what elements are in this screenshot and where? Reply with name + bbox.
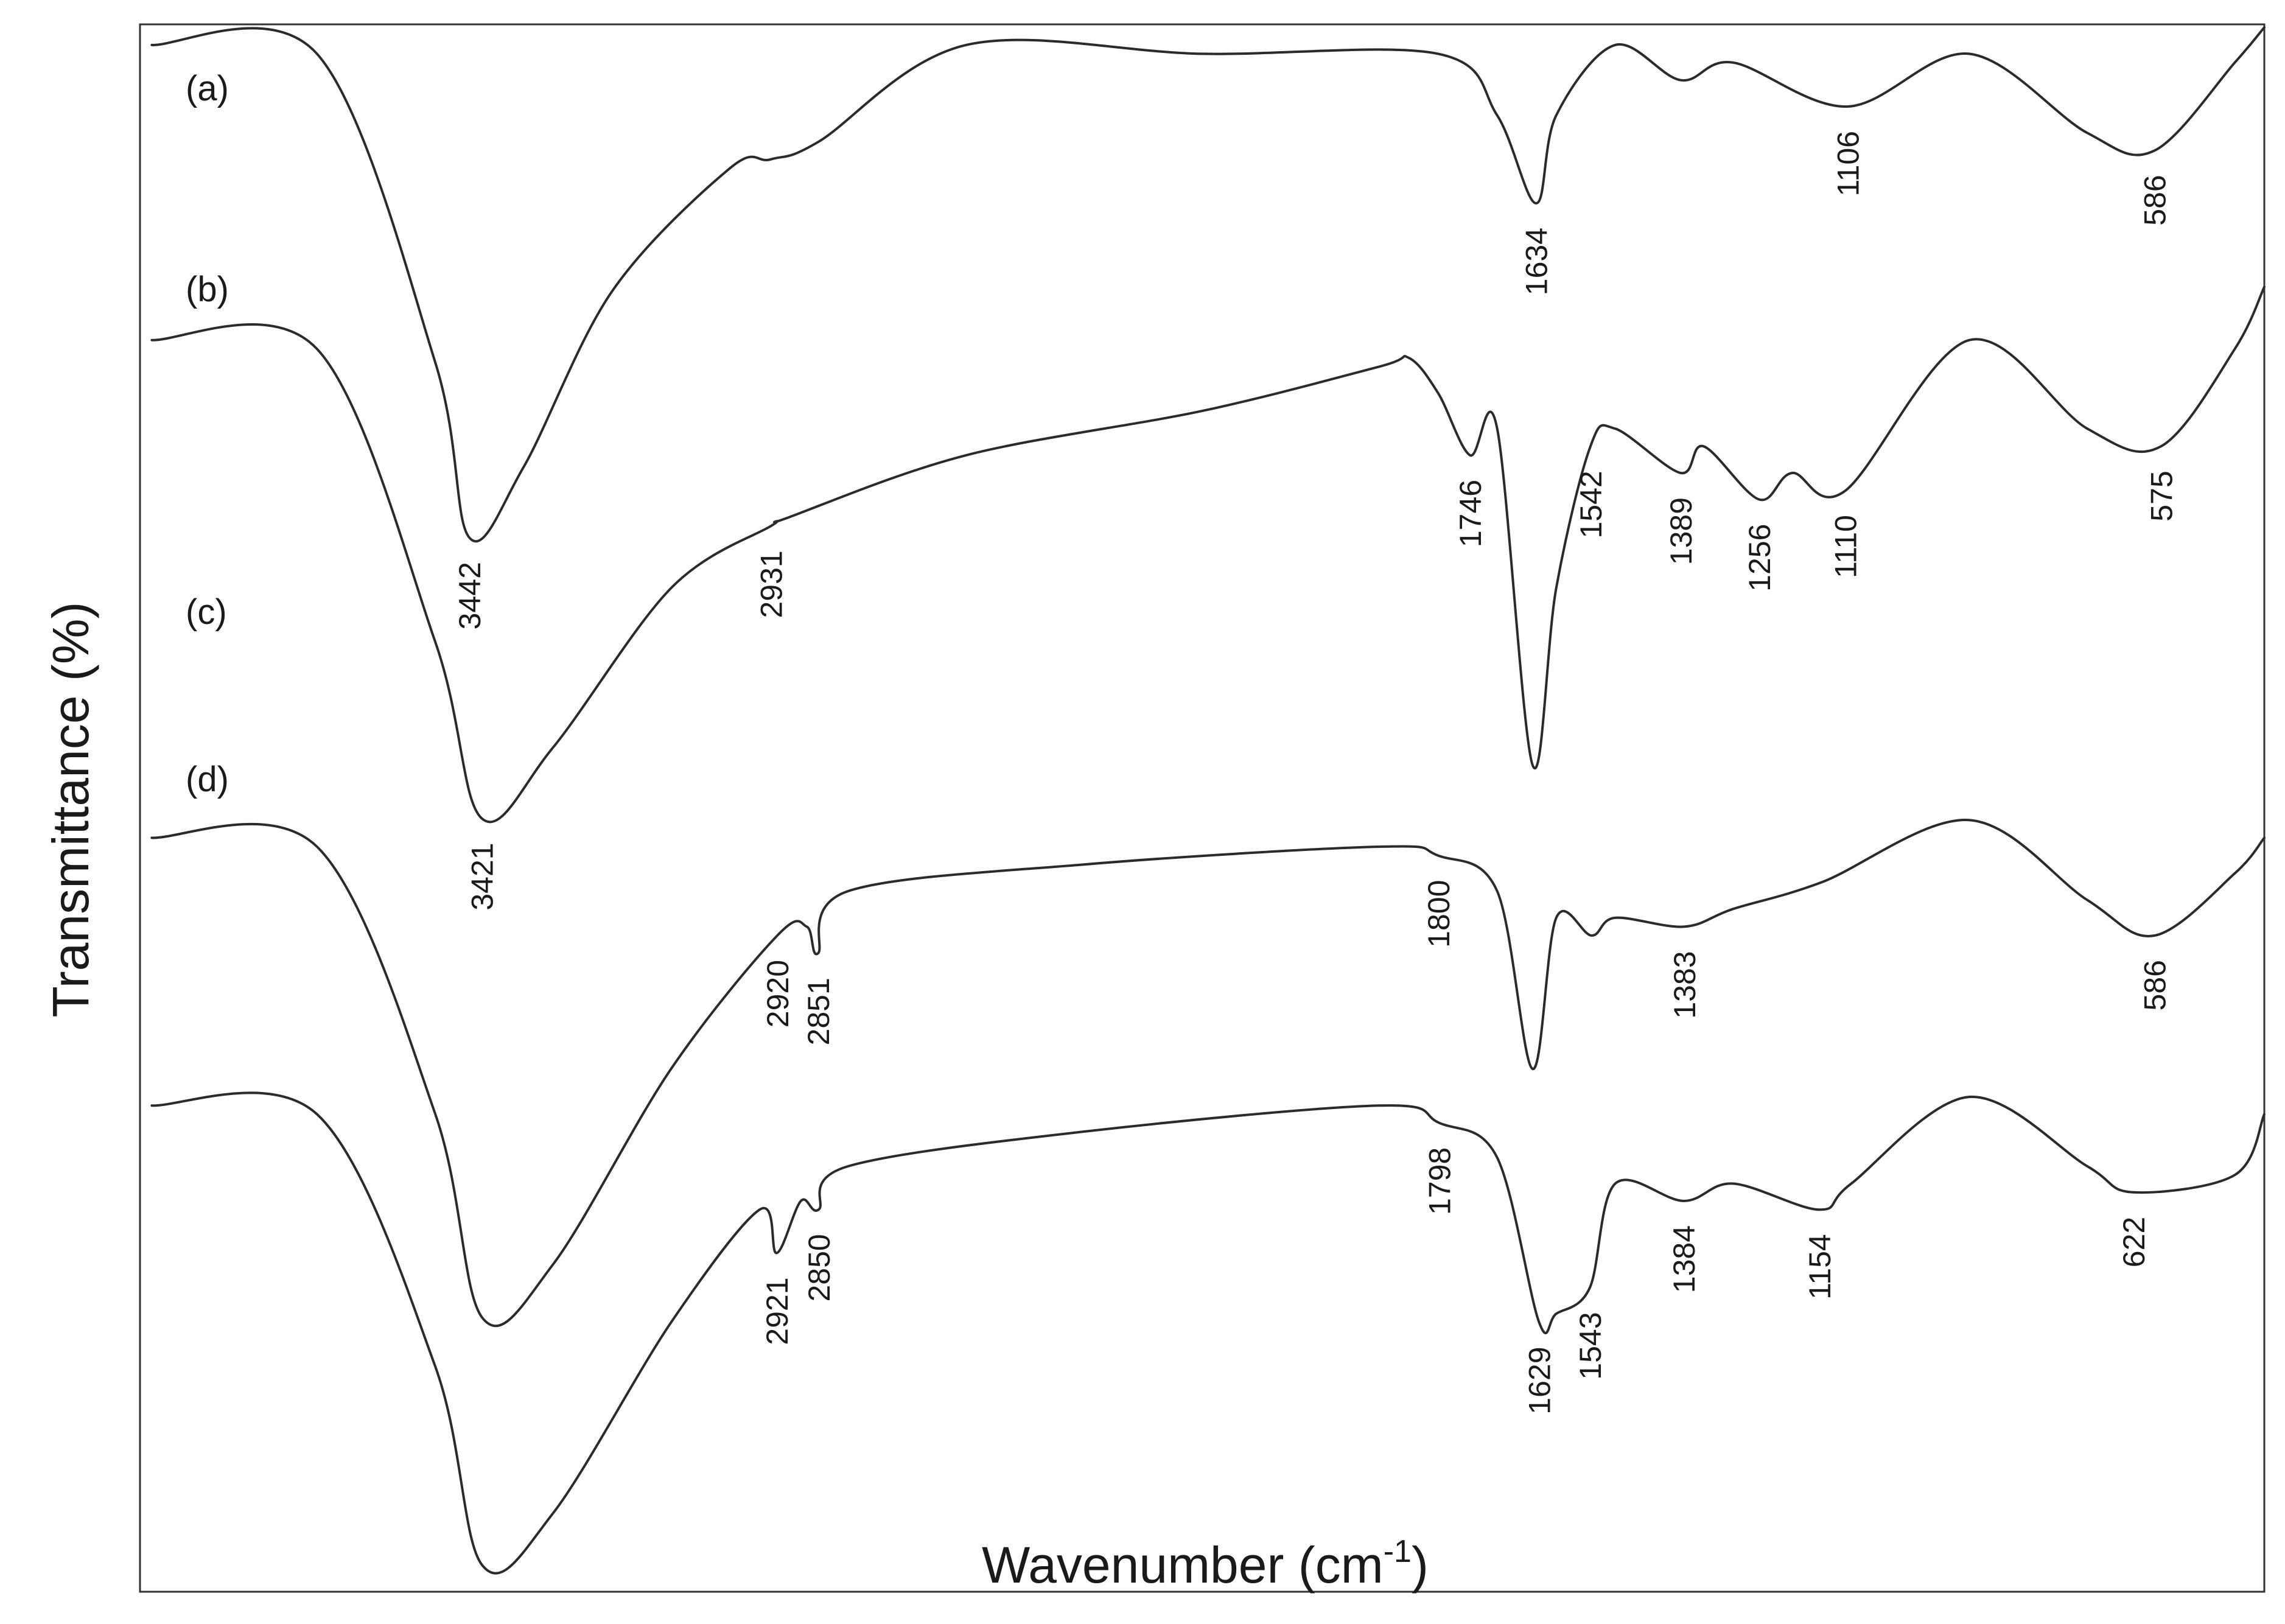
peak-label: 1384: [1667, 1225, 1701, 1293]
peak-label: 1800: [1422, 880, 1456, 948]
peak-label: 1106: [1832, 131, 1866, 197]
series-label-c: (c): [186, 592, 227, 632]
series-label-d: (d): [186, 760, 229, 799]
peak-label: 3421: [465, 842, 499, 910]
peak-annotations: 3442 1634 1106 586 3421 2931 1746 1542 1389 1256 1…: [453, 131, 2178, 1415]
peak-label: 1256: [1743, 524, 1777, 592]
series-labels: (a) (b) (c) (d): [186, 69, 229, 799]
peak-label: 1543: [1573, 1312, 1608, 1380]
series-line-b: [150, 285, 2266, 824]
peak-label: 586: [2138, 960, 2172, 1010]
peak-label: 1383: [1668, 951, 1702, 1018]
series-line-d: [150, 1091, 2266, 1575]
peak-label: 1629: [1523, 1347, 1557, 1415]
peak-label: 1154: [1803, 1234, 1837, 1300]
series-label-a: (a): [186, 69, 229, 108]
peak-label: 1746: [1454, 480, 1488, 547]
series-traces: [150, 26, 2266, 1575]
peak-label: 1634: [1520, 228, 1554, 295]
peak-label: 1389: [1664, 497, 1698, 565]
plot-frame: [139, 23, 2266, 1593]
peak-label: 3442: [453, 562, 487, 629]
peak-label: 2921: [760, 1278, 794, 1345]
peak-label: 1110: [1829, 515, 1863, 578]
y-axis-title: Transmittance (%): [42, 601, 99, 1017]
peak-label: 2850: [802, 1234, 836, 1301]
x-axis-title-superscript: -1: [1384, 1534, 1412, 1569]
peak-label: 1542: [1574, 471, 1608, 538]
peak-label: 2851: [802, 978, 836, 1045]
peak-label: 1798: [1423, 1147, 1457, 1215]
series-label-b: (b): [186, 270, 229, 309]
x-axis-title-main: Wavenumber (cm: [982, 1536, 1384, 1594]
peak-label: 586: [2138, 175, 2172, 225]
peak-label: 2931: [754, 550, 788, 618]
peak-label: 575: [2144, 471, 2178, 521]
series-line-a: [150, 26, 2266, 543]
x-axis-title: Wavenumber (cm-1): [982, 1534, 1429, 1594]
series-line-c: [150, 819, 2266, 1328]
x-axis-title-suffix: ): [1412, 1536, 1429, 1594]
peak-label: 622: [2117, 1217, 2151, 1267]
peak-label: 2920: [761, 960, 795, 1027]
